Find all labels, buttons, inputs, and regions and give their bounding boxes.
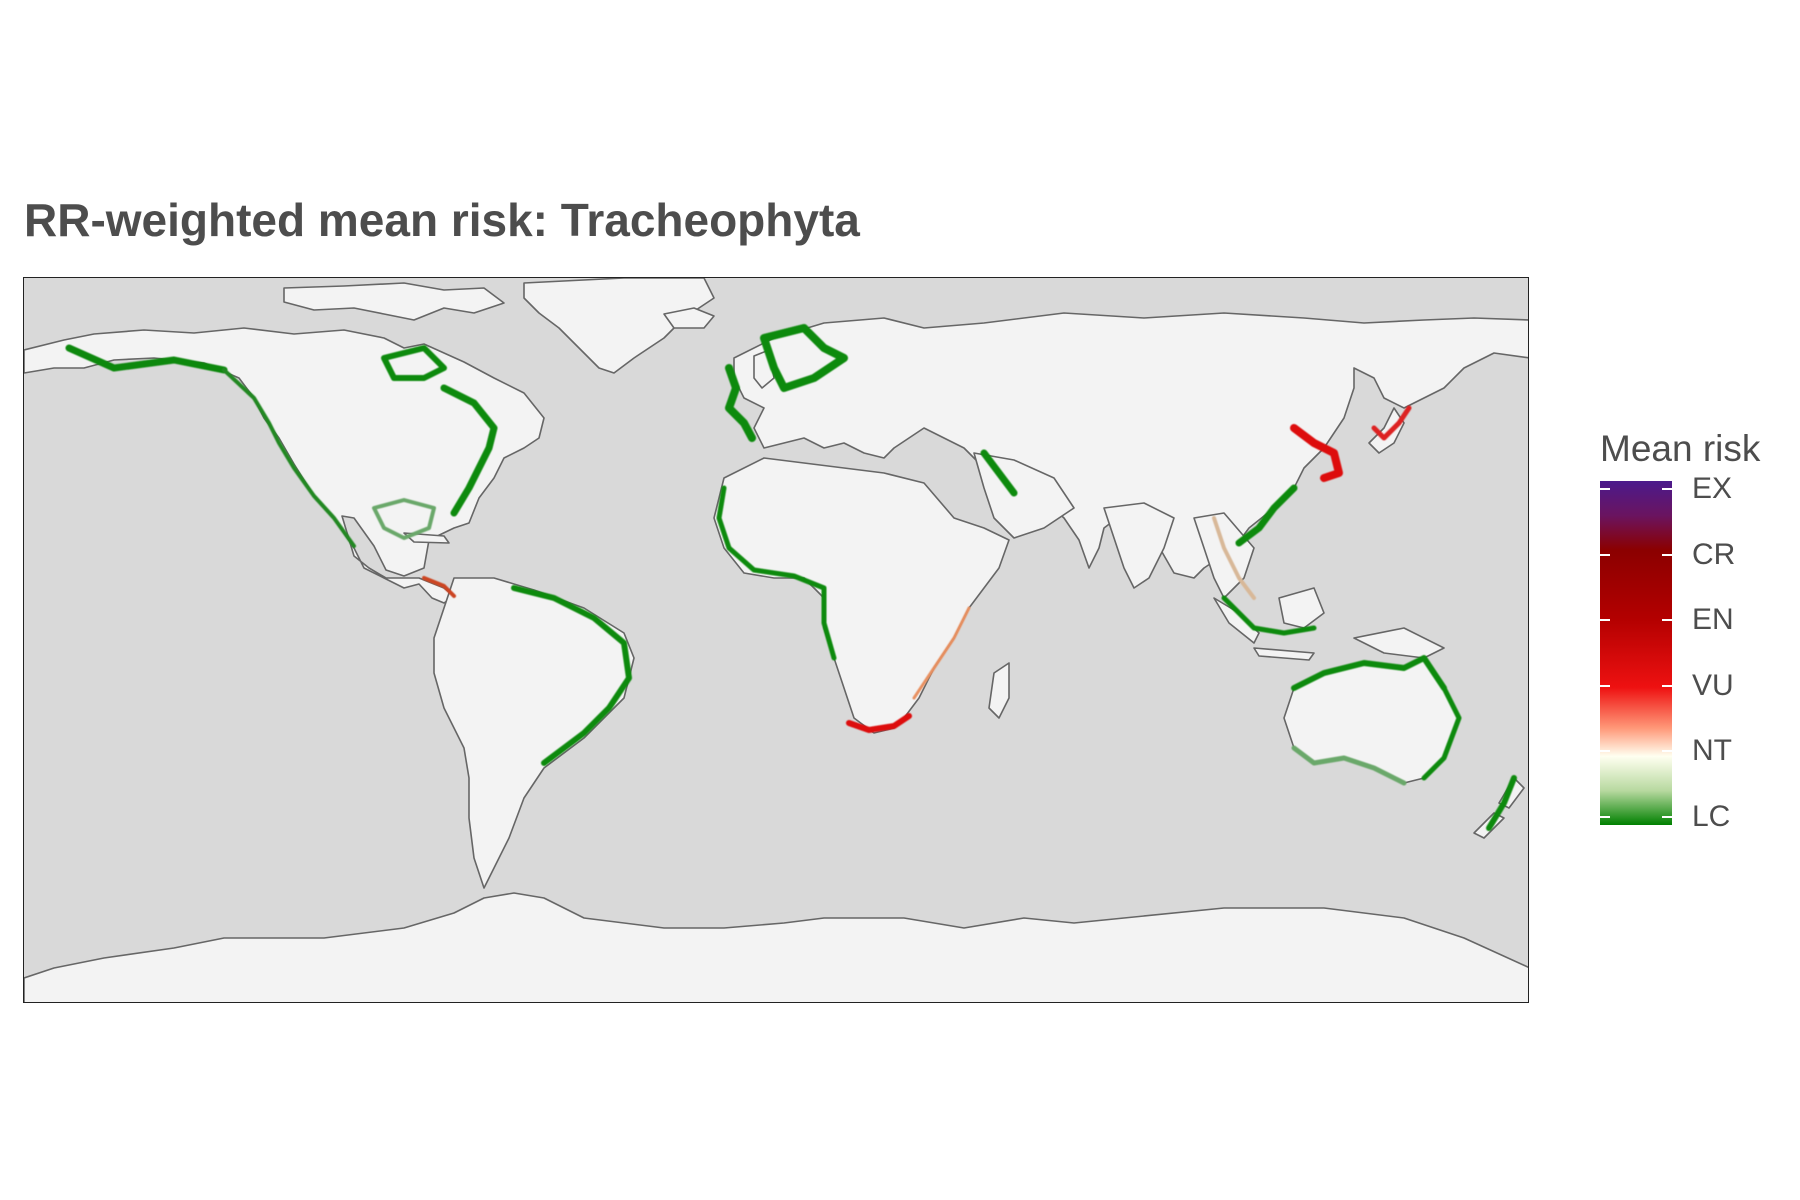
legend-tick xyxy=(1662,684,1672,687)
japan xyxy=(1368,407,1405,454)
legend-label-ex: EX xyxy=(1692,472,1733,505)
coast-australia-south xyxy=(1291,745,1407,786)
coast-alaska xyxy=(65,344,228,374)
iceland xyxy=(663,307,715,329)
coast-korea-china xyxy=(1290,424,1343,482)
greenland xyxy=(523,278,715,374)
coast-south-america-east xyxy=(511,585,632,766)
coast-south-africa xyxy=(846,713,912,733)
coast-china-south xyxy=(1235,484,1298,547)
land-masses xyxy=(24,278,1528,1002)
new-guinea xyxy=(1353,627,1445,659)
legend: Mean risk EX CR EN VU NT LC xyxy=(1600,428,1800,848)
coast-australia-north xyxy=(1291,655,1447,691)
coast-se-asia xyxy=(1212,516,1256,600)
coast-central-america xyxy=(422,576,456,598)
india xyxy=(1103,502,1175,589)
eurasia xyxy=(733,312,1528,579)
legend-tick xyxy=(1662,750,1672,753)
coast-japan xyxy=(1371,405,1412,441)
legend-tick xyxy=(1662,488,1672,490)
borneo xyxy=(1278,587,1325,629)
legend-label-lc: LC xyxy=(1692,800,1731,833)
legend-tick xyxy=(1662,553,1672,556)
legend-label-nt: NT xyxy=(1692,734,1732,768)
legend-tick xyxy=(1662,619,1672,622)
legend-tick xyxy=(1662,816,1672,818)
antarctica xyxy=(24,892,1528,1002)
coast-red-sea xyxy=(980,449,1018,497)
map-panel xyxy=(23,277,1529,1003)
coast-pacific-na xyxy=(222,368,356,548)
coast-gulf xyxy=(372,498,436,540)
map-title: RR-weighted mean risk: Tracheophyta xyxy=(24,194,860,246)
coast-australia-east xyxy=(1421,685,1462,781)
legend-label-cr: CR xyxy=(1692,537,1736,571)
legend-tick xyxy=(1600,684,1610,687)
coastal-risk-overlay xyxy=(65,324,1517,831)
madagascar xyxy=(988,662,1010,719)
coast-europe-west xyxy=(725,364,756,442)
world-map xyxy=(24,278,1528,1002)
legend-tick xyxy=(1600,816,1610,818)
coast-east-na xyxy=(440,384,498,517)
legend-tick xyxy=(1600,750,1610,753)
legend-tick xyxy=(1600,553,1610,556)
legend-tick xyxy=(1600,488,1610,490)
legend-label-vu: VU xyxy=(1692,668,1734,702)
legend-tick xyxy=(1600,619,1610,622)
coast-hudson xyxy=(381,345,447,381)
legend-label-en: EN xyxy=(1692,603,1734,637)
coast-scandinavia xyxy=(760,324,848,392)
coast-new-zealand xyxy=(1486,775,1517,831)
coast-africa-west xyxy=(716,485,837,661)
arctic-islands-west xyxy=(283,282,505,321)
coast-africa-east xyxy=(912,606,971,700)
java xyxy=(1253,647,1315,661)
south-america xyxy=(433,577,635,889)
legend-colorbar xyxy=(1600,481,1672,825)
coast-indonesia xyxy=(1221,595,1317,636)
legend-title: Mean risk xyxy=(1600,428,1761,469)
